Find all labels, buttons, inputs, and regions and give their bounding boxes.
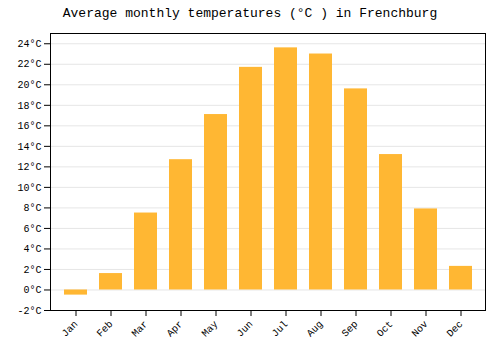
svg-text:Jan: Jan (60, 319, 81, 340)
html-text:Average monthly temperatures (: Average monthly temperatures (°C ) in Fr… (62, 6, 438, 21)
svg-text:Jul: Jul (270, 319, 291, 340)
svg-text:6°C: 6°C (23, 224, 41, 235)
svg-text:Oct: Oct (375, 319, 396, 340)
svg-text:18°C: 18°C (17, 101, 41, 112)
svg-text:4°C: 4°C (23, 244, 41, 255)
svg-text:22°C: 22°C (17, 59, 41, 70)
svg-text:14°C: 14°C (17, 142, 41, 153)
svg-text:Mar: Mar (130, 319, 151, 340)
svg-text:Aug: Aug (305, 319, 326, 340)
svg-text:Jun: Jun (235, 319, 256, 340)
svg-text:20°C: 20°C (17, 80, 41, 91)
svg-text:12°C: 12°C (17, 162, 41, 173)
svg-text:Feb: Feb (95, 319, 116, 340)
svg-text:Apr: Apr (165, 319, 186, 340)
svg-text:16°C: 16°C (17, 121, 41, 132)
svg-text:2°C: 2°C (23, 265, 41, 276)
svg-text:-2°C: -2°C (17, 306, 41, 317)
svg-text:Nov: Nov (410, 319, 431, 340)
svg-text:8°C: 8°C (23, 203, 41, 214)
svg-text:24°C: 24°C (17, 39, 41, 50)
svg-text:0°C: 0°C (23, 285, 41, 296)
svg-text:May: May (200, 319, 221, 340)
svg-text:Dec: Dec (445, 319, 466, 340)
svg-text:10°C: 10°C (17, 183, 41, 194)
svg-text:Sep: Sep (340, 319, 361, 340)
